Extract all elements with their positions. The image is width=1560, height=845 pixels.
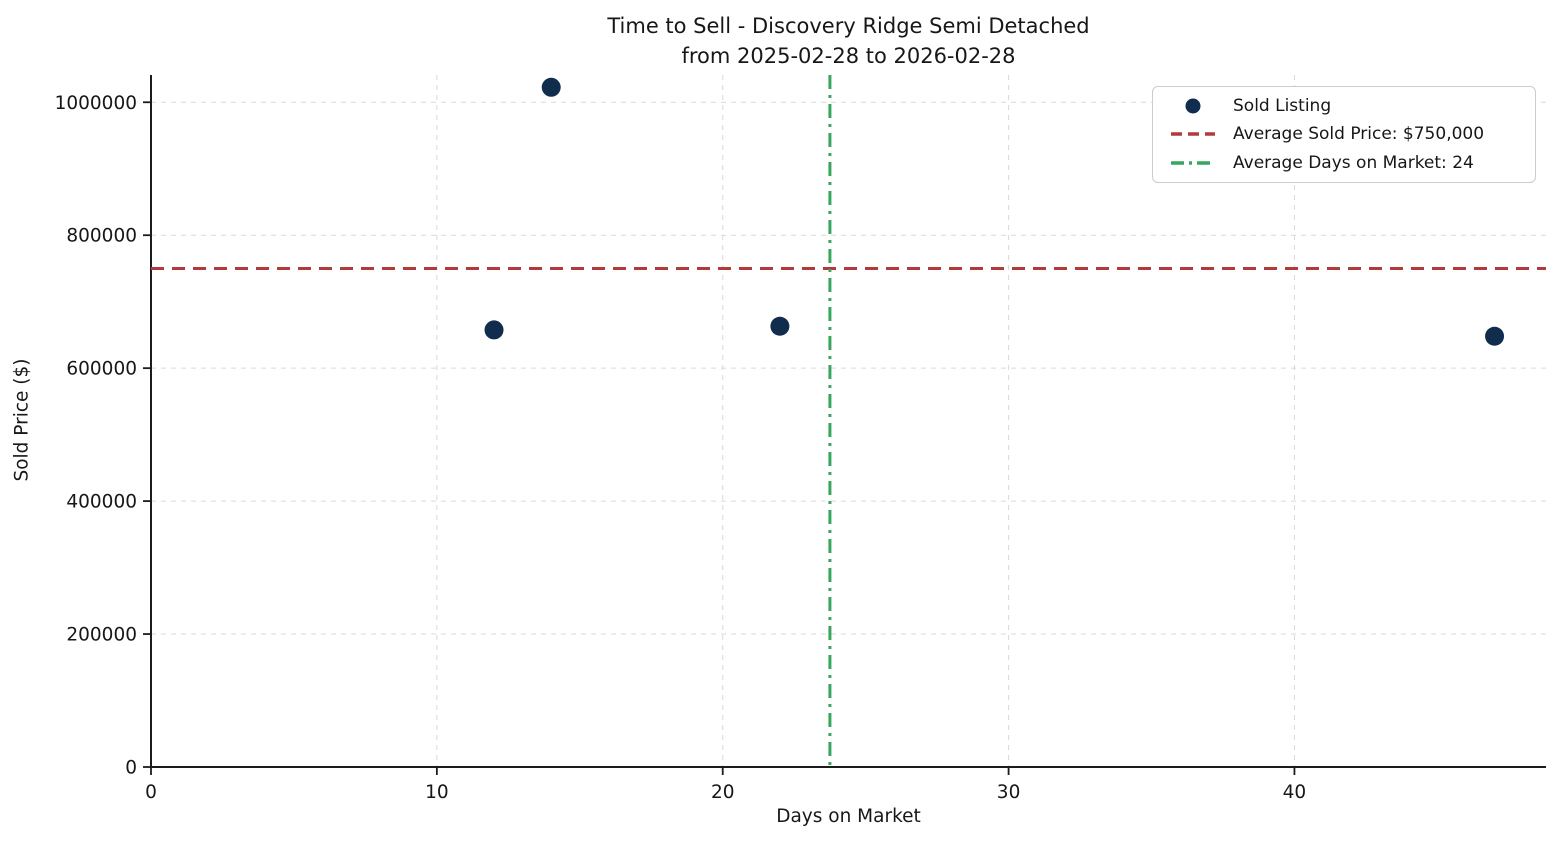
legend-label-sold-listing: Sold Listing — [1233, 96, 1332, 117]
legend-item-average-days-on-market: Average Days on Market: 24 — [1163, 149, 1525, 177]
y-tick-label: 1000000 — [55, 93, 137, 114]
y-axis-label: Sold Price ($) — [11, 358, 33, 482]
chart-title-line2: from 2025-02-28 to 2026-02-28 — [681, 44, 1016, 68]
legend-label-average-sold-price: Average Sold Price: $750,000 — [1233, 124, 1485, 145]
y-tick-label: 600000 — [66, 359, 137, 380]
x-tick-label: 30 — [997, 782, 1021, 803]
sold-listing-point — [770, 316, 790, 336]
legend-item-sold-listing: Sold Listing — [1163, 92, 1525, 120]
sold-listing-point — [541, 77, 561, 97]
y-tick-label: 0 — [125, 758, 137, 779]
x-tick-label: 0 — [145, 782, 157, 803]
x-tick-label: 20 — [711, 782, 735, 803]
y-tick-label: 400000 — [66, 492, 137, 513]
average-sold-price-line-icon — [1171, 132, 1215, 137]
average-days-line-icon — [1171, 161, 1215, 165]
chart-title-line1: Time to Sell - Discovery Ridge Semi Deta… — [607, 14, 1090, 38]
y-tick-label: 200000 — [66, 625, 137, 646]
sold-listing-point — [484, 320, 504, 340]
legend-label-average-days-on-market: Average Days on Market: 24 — [1233, 152, 1474, 173]
x-tick-label: 10 — [425, 782, 449, 803]
x-axis-label: Days on Market — [776, 806, 921, 827]
legend-item-average-sold-price: Average Sold Price: $750,000 — [1163, 120, 1525, 148]
legend: Sold Listing Average Sold Price: $750,00… — [1152, 86, 1536, 183]
sold-listing-point — [1485, 326, 1505, 346]
chart-title: Time to Sell - Discovery Ridge Semi Deta… — [151, 11, 1546, 71]
x-tick-label: 40 — [1283, 782, 1307, 803]
y-tick-label: 800000 — [66, 226, 137, 247]
sold-listing-marker-icon — [1185, 98, 1201, 114]
